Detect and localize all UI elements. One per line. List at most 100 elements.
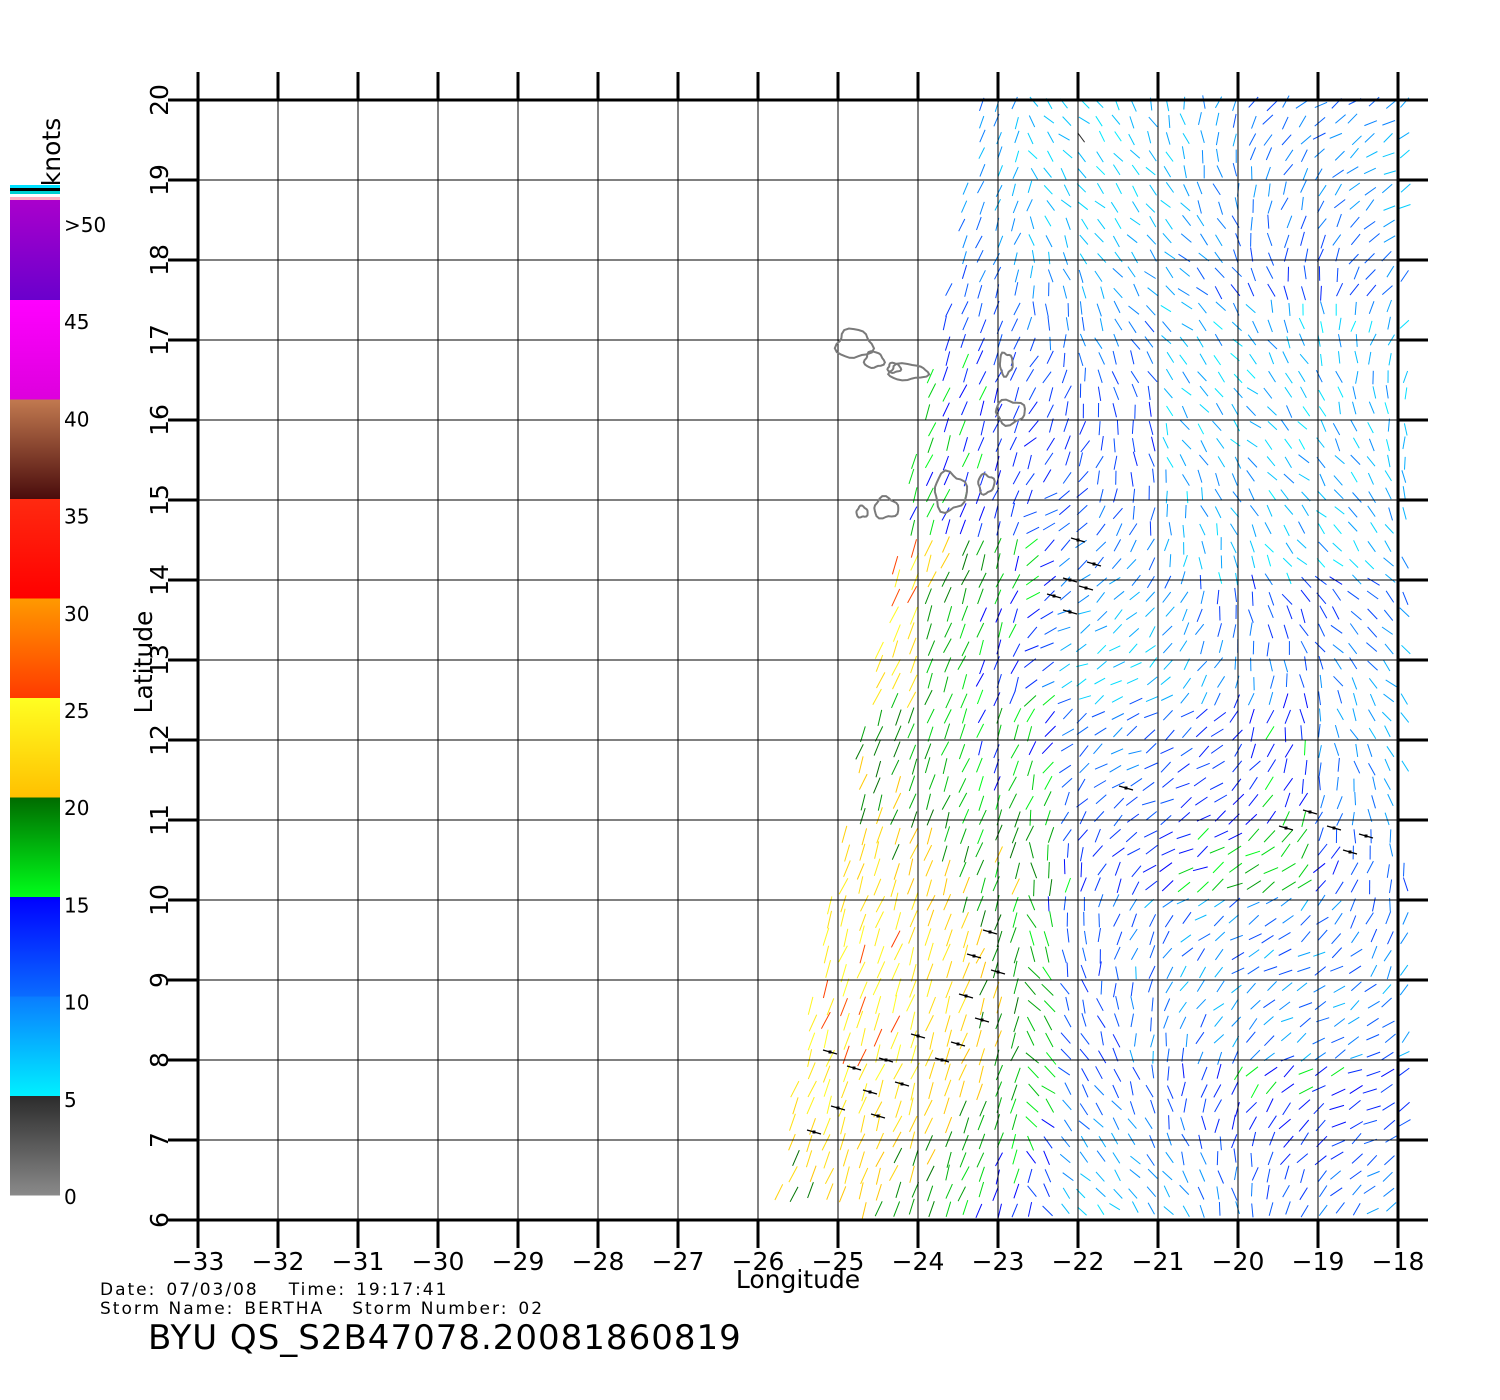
wind-vector: [1145, 591, 1156, 602]
wind-vector: [826, 998, 835, 1016]
wind-vector: [1195, 796, 1208, 806]
wind-vector: [1025, 1116, 1038, 1128]
wind-vector: [1047, 896, 1050, 912]
wind-vector: [976, 1152, 985, 1168]
wind-vector: [1198, 112, 1202, 126]
wind-vector: [1149, 626, 1156, 638]
wind-vector: [1350, 879, 1359, 893]
wind-vector: [1043, 1015, 1053, 1031]
wind-vector: [1059, 764, 1072, 774]
wind-vector: [1060, 1048, 1072, 1060]
wind-vector: [910, 1045, 917, 1064]
wind-vector: [1248, 609, 1254, 623]
wind-vector: [1366, 1207, 1379, 1215]
wind-vector: [1148, 401, 1152, 417]
wind-vector: [959, 519, 966, 535]
wind-vector: [1201, 1066, 1208, 1081]
wind-vector: [873, 878, 882, 896]
wind-vector: [1096, 660, 1107, 670]
wind-vector: [1045, 1032, 1054, 1048]
wind-vector: [992, 1186, 999, 1201]
wind-vector: [1312, 862, 1326, 874]
wind-vector: [1179, 454, 1187, 467]
wind-vector: [1351, 677, 1358, 690]
wind-vector: [1196, 267, 1205, 280]
wind-vector: [1046, 437, 1055, 451]
wind-vector: [1064, 791, 1070, 806]
wind-vector: [1383, 1119, 1396, 1130]
wind-vector: [1044, 509, 1058, 516]
wind-vector: [1228, 914, 1240, 924]
wind-vector: [1133, 283, 1140, 297]
wind-vector: [1249, 776, 1258, 790]
wind-vector: [1097, 470, 1100, 485]
wind-vector: [1193, 777, 1207, 787]
rain-flag-dot: [812, 1130, 816, 1134]
wind-vector: [1366, 1017, 1379, 1027]
wind-vector: [944, 723, 951, 740]
wind-vector: [995, 1064, 1003, 1081]
wind-vector: [1266, 743, 1275, 758]
wind-vector: [940, 741, 950, 756]
wind-vector: [943, 709, 952, 724]
wind-vector: [1197, 845, 1208, 858]
wind-vector: [1298, 317, 1305, 330]
wind-vector: [1014, 116, 1019, 130]
wind-vector: [1168, 522, 1172, 536]
wind-vector: [1162, 899, 1175, 908]
wind-vector: [1098, 352, 1105, 365]
wind-vector: [1267, 421, 1278, 431]
wind-vector: [792, 1150, 800, 1166]
wind-vector: [1094, 763, 1108, 770]
wind-vector: [1163, 165, 1172, 178]
storm-number-label: Storm Number:: [352, 1299, 509, 1319]
wind-vector: [1049, 418, 1054, 433]
wind-vector: [964, 283, 969, 297]
wind-vector: [1202, 95, 1206, 109]
wind-vector: [1082, 999, 1086, 1014]
wind-vector: [1098, 130, 1106, 142]
wind-vector: [1131, 251, 1139, 264]
wind-vector: [1126, 813, 1140, 823]
wind-vector: [1195, 623, 1205, 636]
wind-vector: [945, 1183, 953, 1199]
wind-vector: [1348, 1016, 1360, 1025]
wind-vector: [1351, 812, 1355, 826]
wind-vector: [1266, 554, 1272, 567]
storm-name-label: Storm Name:: [100, 1299, 235, 1319]
wind-vector: [1267, 471, 1278, 481]
wind-vector: [942, 366, 949, 381]
wind-vector: [892, 624, 901, 642]
wind-vector: [1097, 610, 1108, 622]
wind-vector: [963, 930, 969, 949]
wind-vector: [1298, 792, 1309, 806]
wind-vector: [1401, 470, 1407, 483]
wind-vector: [1215, 112, 1220, 126]
lon-tick-label: −23: [972, 1247, 1025, 1276]
wind-vector: [1266, 810, 1277, 824]
wind-vector: [1265, 147, 1273, 161]
wind-vector: [910, 963, 917, 982]
wind-vector: [1031, 250, 1035, 263]
wind-vector: [925, 1014, 934, 1032]
wind-vector: [1150, 1099, 1156, 1114]
wind-vector: [1126, 764, 1140, 771]
wind-vector: [1266, 266, 1274, 279]
wind-vector: [1231, 1134, 1238, 1149]
wind-vector: [1196, 181, 1203, 195]
wind-vector: [1145, 166, 1156, 176]
wind-vector: [1145, 696, 1158, 703]
wind-vector: [1057, 698, 1071, 705]
wind-vector: [1200, 440, 1208, 453]
wind-vector: [1263, 387, 1273, 399]
wind-vector: [1062, 149, 1073, 159]
lon-tick-label: −29: [492, 1247, 545, 1276]
wind-vector: [1284, 744, 1294, 758]
wind-vector: [1129, 217, 1141, 226]
wind-vector: [1079, 1103, 1089, 1116]
wind-vector: [1331, 1036, 1345, 1044]
wind-vector: [925, 860, 934, 877]
wind-vector: [924, 757, 931, 774]
wind-vector: [1078, 352, 1084, 367]
wind-vector: [855, 744, 864, 760]
